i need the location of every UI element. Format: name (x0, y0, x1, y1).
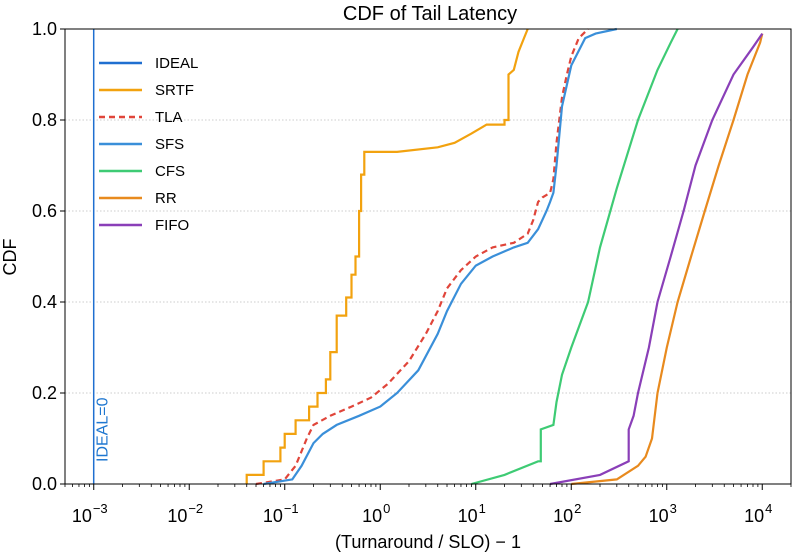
series-line-srtf (245, 28, 529, 484)
series-layer (92, 27, 764, 486)
y-tick-label-4: 0.8 (32, 110, 57, 130)
x-tick-label-7: 104 (744, 501, 772, 526)
legend: IDEAL SRTF TLA SFS CFS RR FIFO (99, 55, 198, 234)
x-tick-label-6: 103 (649, 501, 677, 526)
y-tick-label-0: 0.0 (32, 474, 57, 494)
series-line-rr (571, 33, 764, 486)
x-axis-label: (Turnaround / SLO) − 1 (335, 532, 521, 552)
legend-label-rr: RR (155, 190, 177, 207)
series-line-tla (255, 28, 589, 486)
x-tick-label-2: 10−1 (263, 501, 299, 526)
y-tick-label-1: 0.2 (32, 383, 57, 403)
axis-ticks: 0.0 0.2 0.4 0.6 0.8 1.0 10−3 10−2 10−1 100 101 102 1… (32, 19, 792, 526)
series-line-cfs (471, 28, 679, 486)
x-tick-label-5: 102 (553, 501, 581, 526)
legend-label-fifo: FIFO (155, 217, 189, 234)
x-tick-label-1: 10−2 (167, 501, 203, 526)
plot-frame (64, 28, 792, 485)
legend-label-tla: TLA (155, 109, 183, 126)
y-tick-label-3: 0.6 (32, 201, 57, 221)
series-line-fifo (549, 32, 764, 486)
legend-label-srtf: SRTF (155, 82, 194, 99)
y-axis-label: CDF (0, 239, 20, 276)
series-line-sfs (263, 27, 618, 486)
legend-label-cfs: CFS (155, 163, 185, 180)
legend-label-sfs: SFS (155, 136, 184, 153)
x-tick-label-4: 101 (458, 501, 486, 526)
x-tick-label-3: 100 (362, 501, 390, 526)
chart-title: CDF of Tail Latency (343, 3, 517, 25)
legend-label-ideal: IDEAL (155, 55, 198, 72)
x-tick-label-0: 10−3 (72, 501, 108, 526)
y-tick-label-5: 1.0 (32, 19, 57, 39)
ideal-annotation: IDEAL=0 (95, 397, 112, 462)
y-tick-label-2: 0.4 (32, 292, 57, 312)
